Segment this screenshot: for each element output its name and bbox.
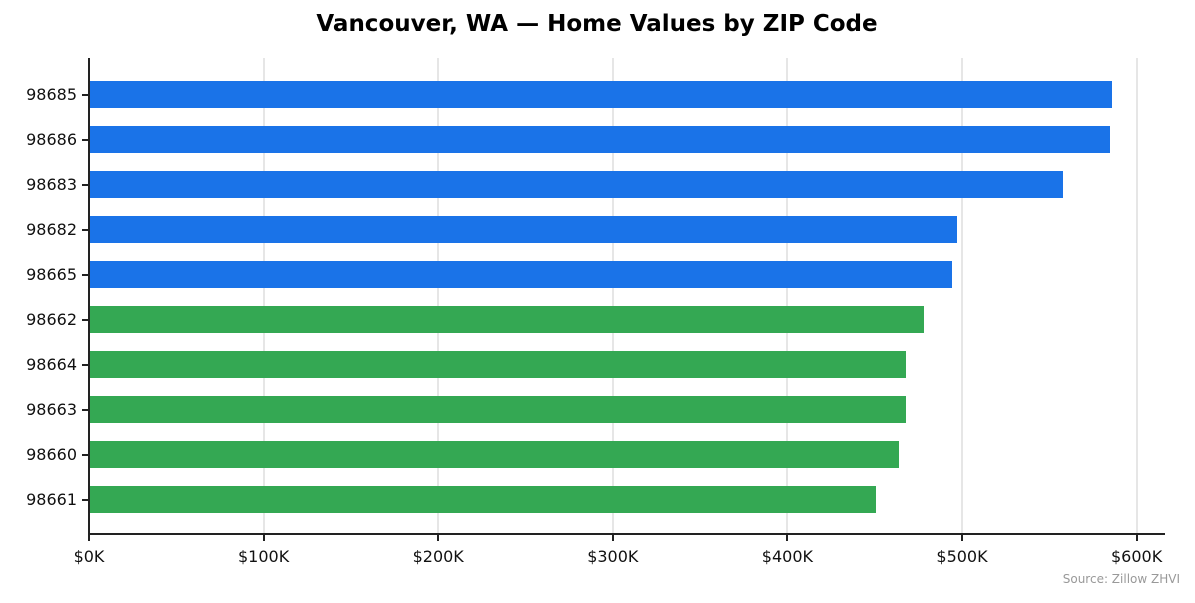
- x-tick: [786, 535, 789, 541]
- gridline: [786, 58, 789, 533]
- gridline: [262, 58, 265, 533]
- y-tick: [82, 499, 88, 501]
- y-tick-label: 98685: [26, 85, 77, 104]
- x-tick-label: $200K: [412, 547, 464, 566]
- gridline: [961, 58, 963, 533]
- bar-98685: [89, 81, 1113, 108]
- x-tick: [437, 535, 440, 541]
- y-tick-label: 98661: [26, 490, 77, 509]
- x-tick-label: $100K: [237, 547, 290, 566]
- y-tick-label: 98663: [26, 400, 77, 419]
- y-tick-label: 98683: [26, 175, 77, 194]
- x-tick-label: $300K: [587, 547, 639, 566]
- x-tick: [1135, 535, 1138, 541]
- x-tick: [88, 535, 90, 541]
- bar-98665: [89, 261, 952, 288]
- y-tick-label: 98665: [26, 265, 77, 284]
- y-tick: [82, 364, 88, 366]
- y-tick-label: 98686: [26, 130, 77, 149]
- gridline: [437, 58, 440, 533]
- bar-98661: [89, 486, 877, 513]
- y-tick: [82, 319, 88, 321]
- y-tick-label: 98664: [26, 355, 77, 374]
- y-tick: [82, 409, 88, 411]
- y-tick: [82, 94, 88, 96]
- x-tick-label: $400K: [761, 547, 813, 566]
- y-tick: [82, 454, 88, 456]
- y-tick: [82, 139, 88, 141]
- bar-98664: [89, 351, 907, 378]
- gridline: [611, 58, 614, 533]
- y-axis-spine: [88, 58, 90, 535]
- bar-98660: [89, 441, 900, 468]
- bar-98686: [89, 126, 1111, 153]
- gridline: [1135, 58, 1138, 533]
- y-tick-label: 98660: [26, 445, 77, 464]
- x-tick: [611, 535, 614, 541]
- x-axis-spine: [88, 533, 1165, 535]
- source-note: Source: Zillow ZHVI: [1062, 572, 1180, 586]
- x-tick-label: $500K: [936, 547, 988, 566]
- x-tick-label: $0K: [73, 547, 105, 566]
- y-tick-label: 98662: [26, 310, 77, 329]
- y-tick: [82, 229, 88, 231]
- bar-98663: [89, 396, 907, 423]
- bar-98662: [89, 306, 924, 333]
- y-tick-label: 98682: [26, 220, 77, 239]
- bar-98682: [89, 216, 957, 243]
- y-tick: [82, 274, 88, 276]
- x-tick: [262, 535, 265, 541]
- x-tick: [961, 535, 963, 541]
- bar-98683: [89, 171, 1064, 198]
- y-tick: [82, 184, 88, 186]
- chart-title: Vancouver, WA — Home Values by ZIP Code: [316, 11, 878, 37]
- x-tick-label: $600K: [1110, 547, 1163, 566]
